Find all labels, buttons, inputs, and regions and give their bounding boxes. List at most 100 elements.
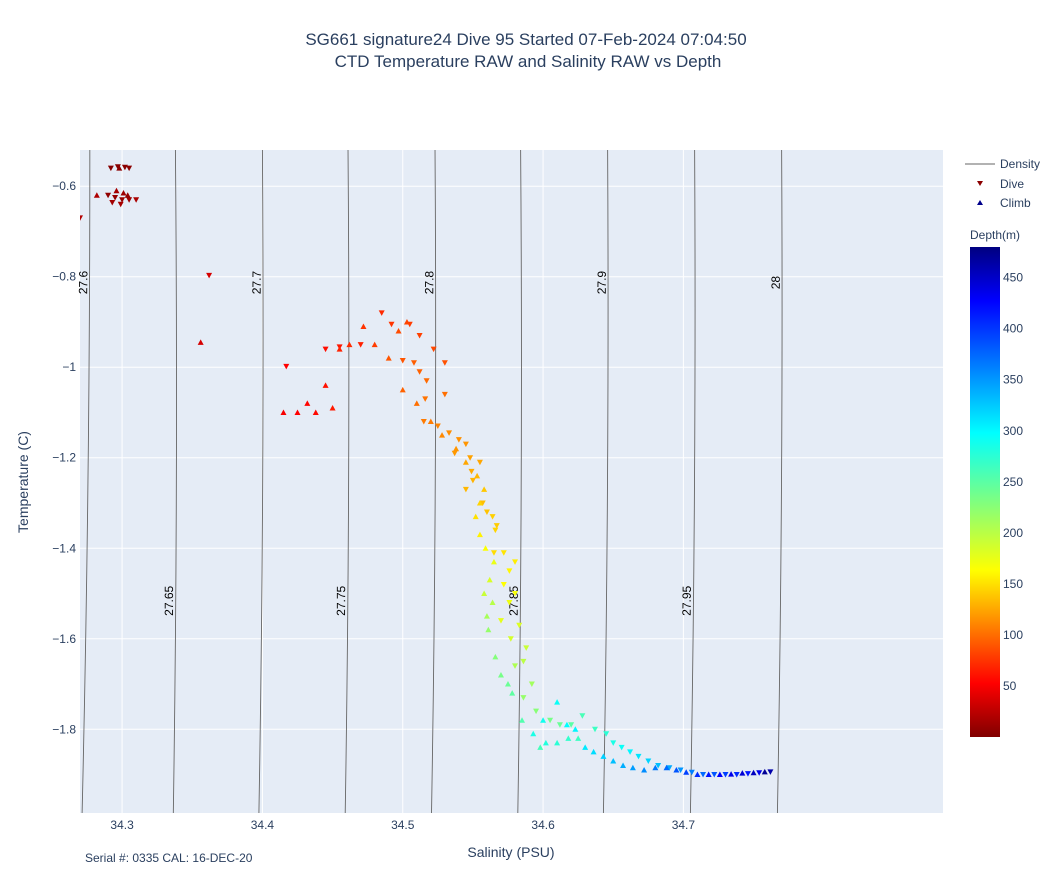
- dive-marker: [506, 568, 513, 574]
- dive-marker: [700, 772, 707, 778]
- climb-marker: [329, 404, 336, 411]
- dive-marker: [490, 550, 497, 556]
- climb-marker: [197, 339, 204, 345]
- dive-marker: [434, 423, 441, 430]
- climb-marker: [652, 764, 659, 771]
- dive-marker: [493, 523, 500, 529]
- dive-marker: [378, 310, 385, 316]
- gridlines: [80, 150, 943, 813]
- colorbar-title: Depth(m): [970, 228, 1020, 242]
- dive-marker: [451, 450, 458, 457]
- dive-marker: [512, 591, 519, 597]
- y-tick-label: −0.6: [52, 179, 76, 193]
- climb-marker: [474, 472, 481, 479]
- climb-marker: [590, 748, 597, 755]
- dive-marker: [422, 396, 429, 402]
- plot-area: [80, 150, 943, 813]
- dive-marker: [476, 459, 483, 466]
- colorbar-ticks: 50 100 150 200 250 300 350 400 450: [1003, 271, 1023, 693]
- climb-marker: [490, 558, 497, 565]
- climb-marker: [462, 459, 469, 465]
- climb-marker: [540, 717, 547, 723]
- y-tick-label: −1.6: [52, 632, 76, 646]
- x-tick-label: 34.5: [391, 818, 415, 832]
- colorbar: Depth(m) 50 100 150 200 250 300 350 400 450: [970, 228, 1023, 737]
- climb-marker: [116, 165, 123, 171]
- x-tick-label: 34.3: [110, 818, 134, 832]
- legend-climb-triangle-up-icon: [977, 200, 983, 205]
- dive-marker: [767, 769, 774, 775]
- dive-marker: [497, 618, 504, 624]
- climb-marker: [476, 531, 483, 538]
- dive-marker: [666, 765, 673, 771]
- dive-marker: [523, 645, 530, 651]
- dive-marker: [420, 419, 427, 425]
- dive-marker: [109, 199, 116, 206]
- dive-marker: [500, 550, 507, 556]
- dive-marker: [528, 681, 535, 688]
- climb-marker: [322, 382, 329, 388]
- dive-marker: [206, 272, 213, 279]
- dive-marker: [489, 514, 496, 520]
- y-tick-label: −1: [62, 360, 76, 374]
- dive-marker: [483, 509, 490, 516]
- climb-marker: [492, 653, 499, 660]
- dive-marker: [722, 772, 729, 778]
- dive-marker: [677, 767, 684, 774]
- legend-dive-label: Dive: [1000, 177, 1024, 191]
- dive-marker: [520, 695, 527, 701]
- dive-marker: [568, 722, 575, 728]
- climb-marker: [694, 771, 701, 778]
- dive-marker: [430, 346, 437, 353]
- climb-marker: [600, 753, 607, 759]
- climb-marker: [399, 386, 406, 393]
- dive-marker: [756, 770, 763, 776]
- dive-marker: [441, 360, 448, 366]
- climb-marker: [124, 192, 131, 198]
- climb-marker: [554, 739, 561, 746]
- colorbar-tick-label: 350: [1003, 373, 1023, 387]
- climb-marker: [371, 341, 378, 348]
- climb-marker: [673, 767, 680, 773]
- dive-marker: [357, 342, 364, 348]
- density-contour-line: [602, 150, 609, 813]
- climb-marker: [485, 626, 492, 633]
- y-axis-ticks: −0.6 −0.8 −1 −1.2 −1.4 −1.6 −1.8: [52, 179, 76, 736]
- dive-marker: [133, 197, 140, 203]
- dive-marker: [322, 346, 329, 353]
- climb-marker: [476, 499, 483, 506]
- colorbar-tick-label: 250: [1003, 475, 1023, 489]
- climb-marker: [663, 764, 670, 771]
- climb-marker: [294, 409, 301, 415]
- y-tick-label: −1.2: [52, 451, 76, 465]
- dive-marker: [80, 215, 83, 221]
- climb-marker: [312, 409, 319, 415]
- dive-marker: [688, 769, 695, 776]
- climb-marker: [582, 744, 589, 750]
- dive-marker: [423, 378, 430, 384]
- dive-marker: [388, 321, 395, 328]
- dive-marker: [126, 197, 133, 203]
- dive-marker: [112, 195, 119, 201]
- climb-marker: [554, 699, 561, 705]
- dive-marker: [416, 369, 423, 375]
- dive-marker: [507, 636, 514, 642]
- legend-dive-triangle-down-icon: [977, 181, 983, 186]
- calibration-footer: Serial #: 0335 CAL: 16-DEC-20: [85, 851, 253, 865]
- dive-marker: [462, 441, 469, 448]
- density-contour-line: [517, 150, 522, 813]
- climb-marker: [739, 770, 746, 776]
- climb-marker: [620, 762, 627, 768]
- density-contour-label: 27.8: [422, 271, 436, 295]
- dive-marker: [105, 192, 112, 199]
- dive-marker: [733, 772, 740, 778]
- chart-title: SG661 signature24 Dive 95 Started 07-Feb…: [305, 30, 746, 49]
- dive-marker: [645, 758, 652, 764]
- dive-marker: [500, 581, 507, 588]
- dive-marker: [635, 753, 642, 760]
- data-markers: [80, 164, 774, 778]
- x-axis-label: Salinity (PSU): [467, 844, 554, 860]
- dive-marker: [591, 726, 598, 733]
- dive-marker: [455, 437, 462, 443]
